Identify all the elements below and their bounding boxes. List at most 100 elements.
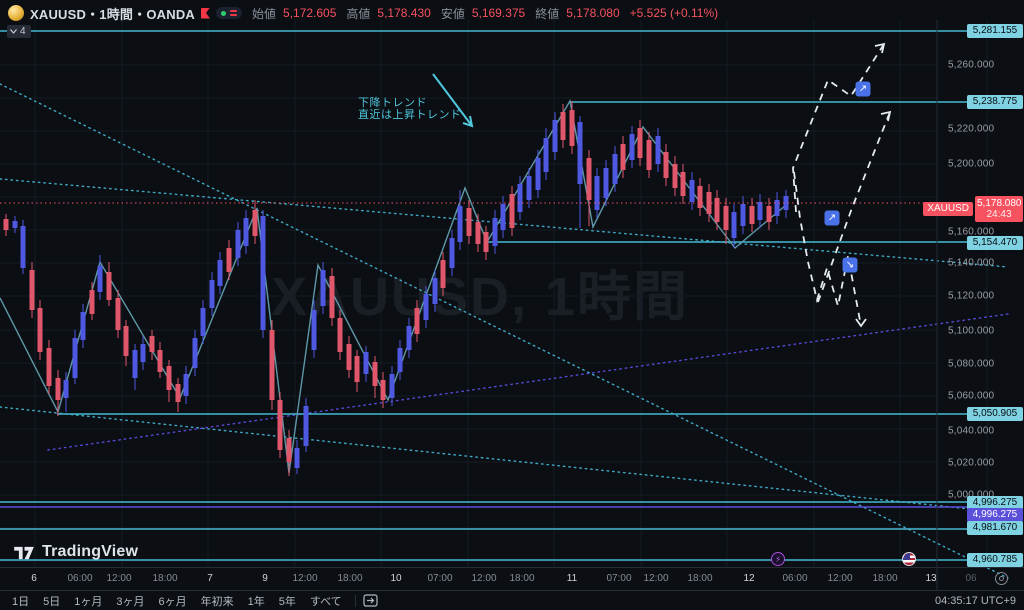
market-status-indicator[interactable]: [216, 7, 242, 19]
time-tick: 9: [262, 573, 268, 584]
tradingview-logo-text: TradingView: [42, 543, 139, 560]
time-tick: 12: [743, 573, 755, 584]
time-tick: 18:00: [337, 573, 363, 584]
time-tick: 12:00: [643, 573, 669, 584]
high-value: 5,178.430: [377, 6, 431, 20]
high-label: 高値: [346, 6, 371, 21]
chevron-down-icon: [10, 29, 17, 34]
tradingview-logo[interactable]: TradingView: [14, 543, 138, 561]
time-tick: 18:00: [872, 573, 898, 584]
price-tick: 5,120.000: [948, 290, 995, 302]
time-axis[interactable]: 6 06:00 12:00 18:00 7 9 12:00 18:00 10 07:00 12:00…: [0, 567, 1024, 590]
range-button[interactable]: 5日: [43, 595, 61, 608]
price-level-tag: 4,981.670: [967, 521, 1023, 535]
range-button[interactable]: 1年: [247, 595, 265, 608]
time-tick: 13: [925, 573, 937, 584]
price-level-tag: 5,050.905: [967, 407, 1023, 421]
price-level-tag: 5,281.155: [967, 24, 1023, 38]
time-tick: 12:00: [106, 573, 132, 584]
price-level-tag: 5,238.775: [967, 95, 1023, 109]
time-tick: 12:00: [471, 573, 497, 584]
time-tick: 06: [965, 573, 977, 584]
price-level-tag: 4,960.785: [967, 553, 1023, 567]
price-level-tag: 4,996.275: [967, 508, 1023, 522]
time-tick: 11: [566, 573, 578, 584]
annotation-recent-uptrend[interactable]: 直近は上昇トレンド: [358, 109, 462, 121]
time-tick: 06:00: [782, 573, 808, 584]
price-label-symbol: XAUUSD: [923, 202, 973, 216]
projection-dashed-paths: [792, 42, 892, 328]
gold-symbol-icon: [8, 5, 24, 21]
grid-lines: [0, 20, 988, 567]
low-label: 安値: [440, 6, 465, 21]
open-label: 始値: [252, 6, 277, 21]
horizontal-price-lines: [0, 30, 1008, 561]
data-delay-icon: [230, 10, 238, 16]
price-axis[interactable]: 5,260.000 5,220.000 5,200.000 5,160.000 5,14…: [937, 0, 1024, 567]
open-value: 5,172.605: [283, 6, 337, 20]
go-to-date-icon[interactable]: [363, 594, 379, 607]
price-tick: 5,000.000: [948, 489, 995, 501]
time-tick: 07:00: [427, 573, 453, 584]
range-button[interactable]: 年初来: [200, 595, 234, 608]
dotted-trendlines: [0, 83, 1009, 579]
date-range-buttons: 1日 5日 1ヶ月 3ヶ月 6ヶ月 年初来 1年 5年 すべて: [0, 591, 348, 610]
collapse-count: 4: [20, 26, 26, 37]
price-level-tag: 5,154.470: [967, 236, 1023, 250]
close-value: 5,178.080: [566, 6, 620, 20]
chart-legend-bar: XAUUSD・1時間・OANDA 始値 5,172.605 高値 5,178.430…: [8, 4, 718, 22]
range-button[interactable]: 5年: [278, 595, 296, 608]
time-tick: 07:00: [606, 573, 632, 584]
bottom-toolbar: 1日 5日 1ヶ月 3ヶ月 6ヶ月 年初来 1年 5年 すべて 04:35:17 UTC+9: [0, 590, 1024, 610]
broker-flag-icon: [201, 7, 210, 19]
price-tick: 5,260.000: [948, 59, 995, 71]
arrow-down-right-sticker[interactable]: ↘: [842, 257, 858, 273]
price-tick: 5,020.000: [948, 457, 995, 469]
tradingview-logo-icon: [14, 546, 34, 559]
price-tick: 5,040.000: [948, 425, 995, 437]
economic-event-icon[interactable]: ⚡: [771, 552, 785, 566]
range-button[interactable]: 6ヶ月: [158, 595, 187, 608]
close-label: 終値: [535, 6, 560, 21]
us-news-event-icon[interactable]: [902, 552, 916, 566]
time-tick: 10: [390, 573, 402, 584]
time-tick: 18:00: [152, 573, 178, 584]
current-price-label: XAUUSD 5,178.080 24:43: [923, 196, 1023, 222]
change-value: +5.525 (+0.11%): [629, 6, 719, 20]
time-tick: 7: [207, 573, 213, 584]
price-tick: 5,100.000: [948, 325, 995, 337]
arrow-up-right-sticker[interactable]: ↗: [855, 81, 871, 97]
price-label-value: 5,178.080: [977, 198, 1022, 209]
bar-countdown: 24:43: [986, 209, 1012, 220]
session-clock[interactable]: 04:35:17 UTC+9: [934, 594, 1016, 607]
toolbar-divider: [354, 594, 356, 607]
timezone-settings-icon[interactable]: [995, 572, 1008, 585]
price-tick: 5,080.000: [948, 358, 995, 370]
price-tick: 5,200.000: [948, 158, 995, 170]
low-value: 5,169.375: [471, 6, 526, 20]
price-tick: 5,220.000: [948, 123, 995, 135]
zigzag-indicator: [0, 99, 787, 474]
time-tick: 12:00: [292, 573, 318, 584]
range-button[interactable]: 1ヶ月: [74, 595, 103, 608]
candles: [3, 101, 789, 476]
range-button[interactable]: 1日: [12, 595, 30, 608]
annotation-arrow: [432, 73, 474, 128]
range-button[interactable]: 3ヶ月: [116, 595, 145, 608]
object-tree-collapse-badge[interactable]: 4: [7, 25, 31, 38]
range-button[interactable]: すべて: [309, 595, 342, 608]
time-tick: 06:00: [67, 573, 93, 584]
price-tick: 5,140.000: [948, 257, 995, 269]
time-tick: 18:00: [509, 573, 535, 584]
arrow-up-right-sticker[interactable]: ↗: [824, 210, 840, 226]
time-tick: 12:00: [827, 573, 853, 584]
time-tick: 6: [31, 573, 37, 584]
annotation-downtrend[interactable]: 下降トレンド: [358, 97, 427, 109]
price-level-tag: 4,996.275: [967, 496, 1023, 510]
market-open-dot: [220, 10, 226, 16]
price-tick: 5,160.000: [948, 226, 995, 238]
time-tick: 18:00: [687, 573, 713, 584]
symbol-title[interactable]: XAUUSD・1時間・OANDA: [30, 6, 195, 22]
